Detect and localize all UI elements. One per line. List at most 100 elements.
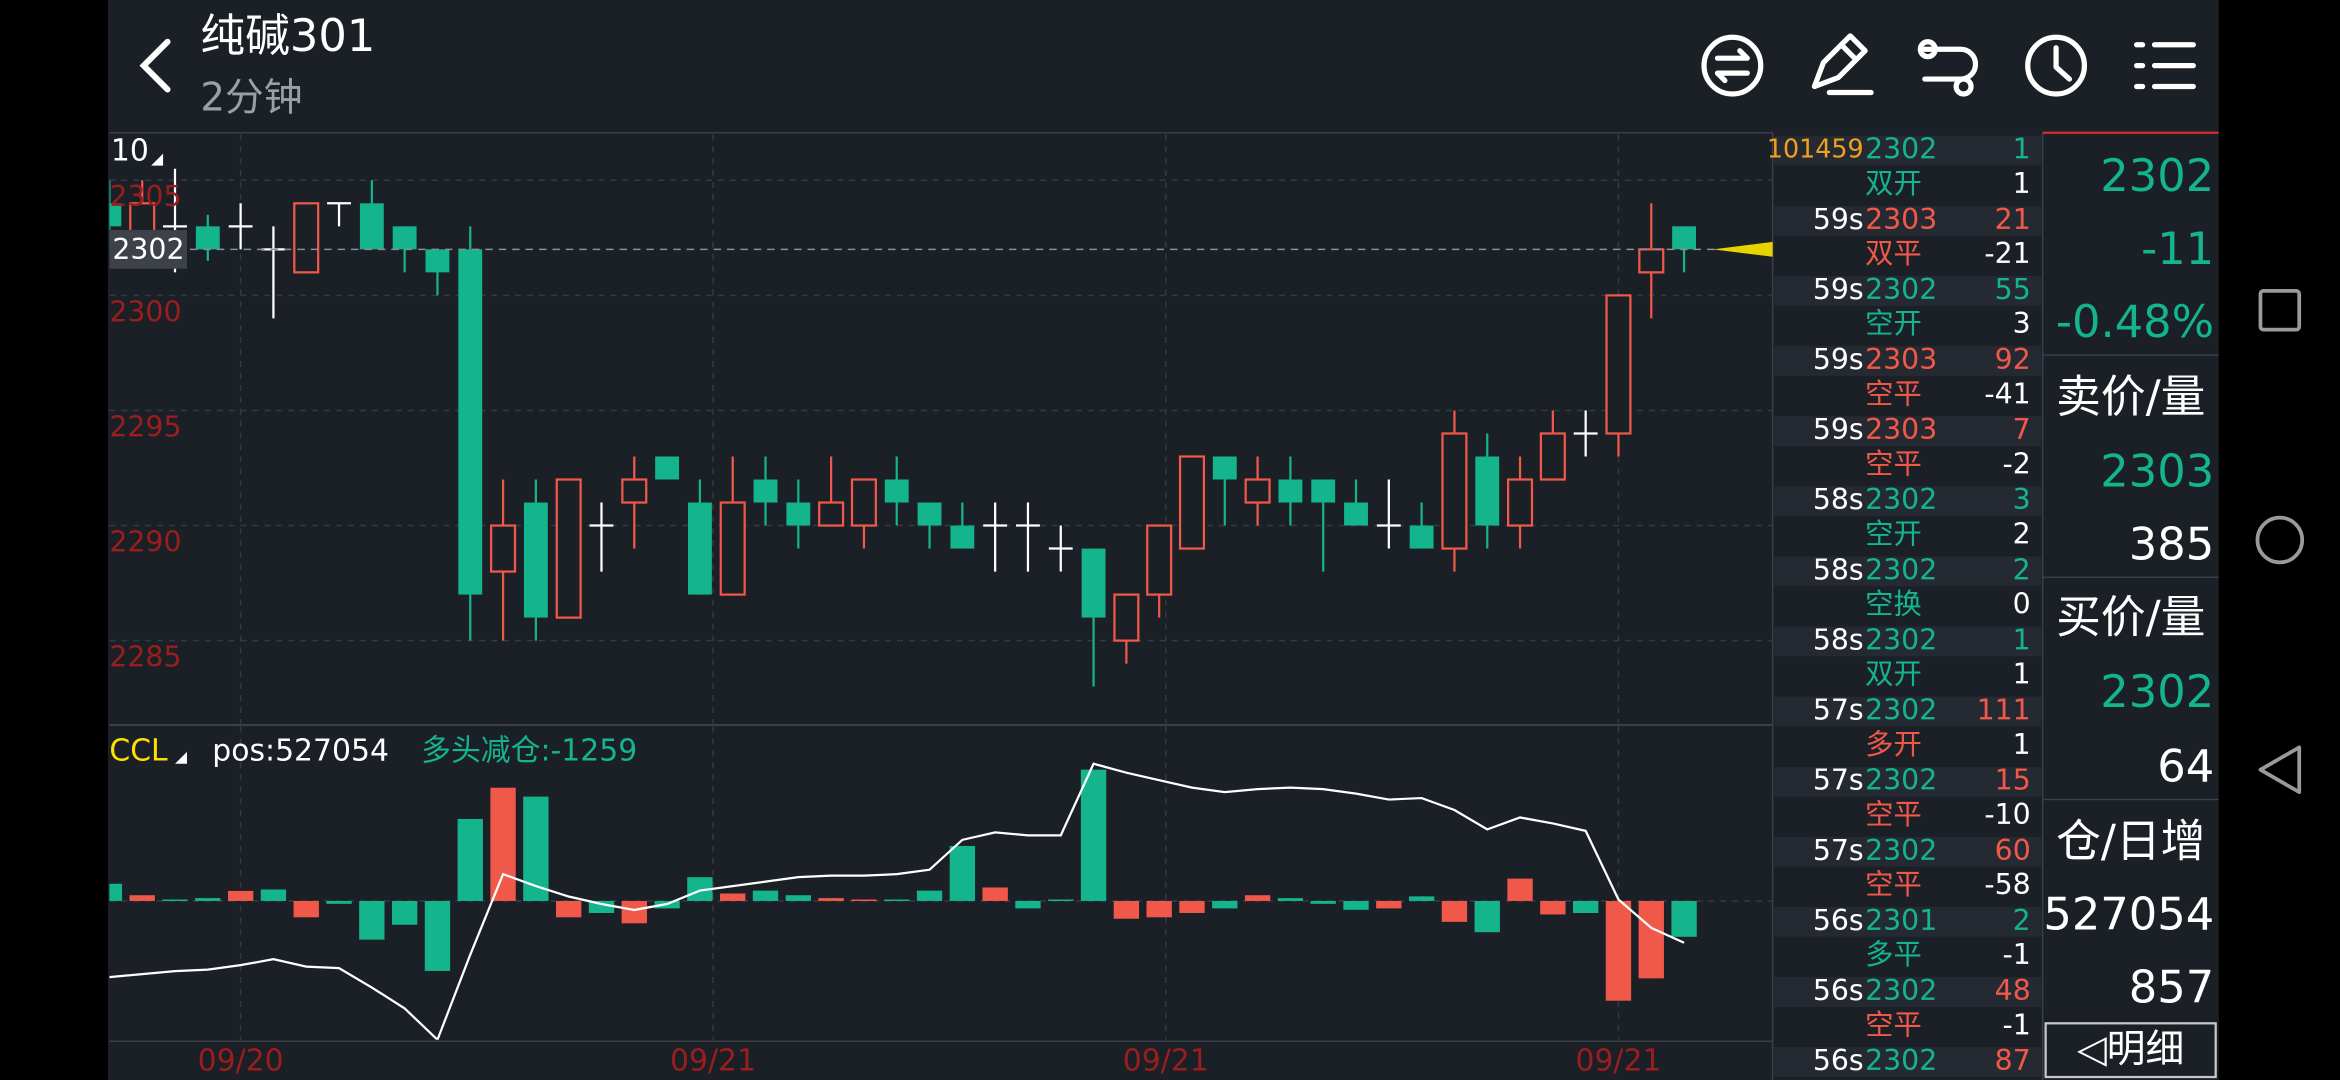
bar (818, 898, 844, 901)
candle-body (293, 202, 320, 274)
trade-row-bg (1774, 205, 2042, 236)
detail-button-label[interactable]: ◁明细 (2077, 1027, 2184, 1072)
bar (195, 898, 221, 901)
nav-back[interactable] (2258, 745, 2302, 794)
bar (1441, 900, 1468, 922)
bar (1474, 900, 1500, 933)
change-pct: -0.48% (2056, 295, 2214, 348)
candle-body (458, 249, 483, 595)
switch-icon[interactable] (1701, 34, 1764, 97)
trade-price: 2302 (1865, 553, 1937, 586)
bar (720, 893, 746, 901)
candle-body (490, 524, 517, 573)
trade-volume: 21 (1995, 203, 2031, 236)
bar (884, 899, 910, 902)
candle-body (1475, 456, 1500, 526)
nav-home[interactable] (2255, 515, 2305, 565)
trade-kind: 空平 (1865, 447, 1922, 480)
oi-change: 857 (2129, 960, 2214, 1013)
trade-kind: 空平 (1865, 1008, 1922, 1041)
bar (1572, 900, 1599, 913)
trade-volume: 2 (2013, 553, 2031, 586)
trade-kind: 空平 (1865, 798, 1922, 831)
chart-labels: 10 CCL pos:527054 多头减仓:-1259 2285 2290 229… (109, 134, 1773, 1079)
trade-change: -1 (2002, 1008, 2030, 1041)
quote-bg (2042, 132, 2219, 1080)
candle-body (818, 501, 845, 527)
candle-body (1344, 502, 1368, 526)
back-button[interactable] (139, 38, 171, 93)
candle-body (917, 502, 942, 526)
last-price-pointer (1712, 241, 1773, 257)
bar (162, 899, 188, 902)
bar (1015, 900, 1041, 909)
bar (555, 900, 582, 918)
trade-row-bg (1774, 556, 2042, 587)
trade-price: 2302 (1865, 764, 1937, 797)
candle-body (719, 501, 746, 596)
draw-icon[interactable] (1811, 33, 1874, 96)
bid-volume: 64 (2157, 740, 2214, 793)
trade-kind: 多开 (1865, 728, 1922, 761)
trade-row-bg (1774, 1047, 2042, 1078)
trade-time: 101459 (1767, 134, 1864, 164)
bar (293, 900, 319, 918)
bar (1343, 900, 1369, 910)
candle-body (621, 478, 648, 504)
bar (621, 900, 647, 924)
bar (1146, 900, 1172, 918)
candle-body (950, 525, 975, 549)
trade-kind: 双开 (1865, 658, 1922, 691)
candle-body (1672, 226, 1697, 250)
candle-body (687, 502, 712, 595)
trade-row-bg (1774, 766, 2042, 797)
trade-change: 1 (2013, 728, 2031, 761)
trade-change: -21 (1984, 237, 2030, 270)
trade-kind: 空开 (1865, 307, 1922, 340)
trade-row-bg (1774, 626, 2042, 657)
bar (227, 890, 254, 901)
candle-body (850, 478, 877, 527)
trade-time: 57s (1813, 764, 1864, 797)
compare-icon[interactable] (1917, 39, 1979, 97)
candle-body (1506, 478, 1534, 527)
last-price-box (109, 229, 187, 269)
candle-body (1178, 455, 1206, 550)
last-price: 2302 (2100, 149, 2214, 202)
trade-price: 2302 (1865, 974, 1937, 1007)
pos-line (109, 762, 1685, 1040)
bar (949, 845, 976, 901)
bar (1671, 900, 1697, 937)
trade-kind: 空平 (1865, 377, 1922, 410)
trade-volume: 7 (2013, 413, 2031, 446)
y-tick-label: 2300 (109, 295, 181, 328)
ccl-plot (109, 726, 1773, 1040)
bar (1113, 900, 1140, 919)
trade-time: 58s (1813, 553, 1864, 586)
trade-price: 2302 (1865, 133, 1937, 166)
candle-body (1244, 478, 1271, 504)
trade-kind: 多平 (1865, 938, 1922, 971)
bar (424, 900, 451, 971)
trade-row-bg (1774, 906, 2042, 937)
x-tick-label: 09/21 (1575, 1044, 1661, 1079)
y-tick-label: 2305 (109, 180, 181, 213)
bar (1376, 900, 1402, 909)
nav-recents[interactable] (2258, 289, 2302, 332)
trade-price: 2303 (1865, 413, 1937, 446)
menu-icon[interactable] (2134, 42, 2196, 90)
trade-row-bg (1774, 836, 2042, 867)
bid-label: 买价/量 (2056, 591, 2205, 644)
y-tick-label: 2290 (109, 525, 181, 558)
bar (1212, 900, 1238, 909)
detail-button[interactable] (2044, 1022, 2217, 1079)
indicator-marker (175, 751, 187, 764)
x-tick-label: 09/21 (670, 1044, 756, 1079)
time-icon[interactable] (2025, 34, 2088, 97)
trade-price: 2303 (1865, 203, 1937, 236)
candle-body (195, 226, 220, 250)
trade-change: 2 (2013, 518, 2031, 551)
candle-body (1278, 479, 1303, 503)
trade-price: 2302 (1865, 273, 1937, 306)
